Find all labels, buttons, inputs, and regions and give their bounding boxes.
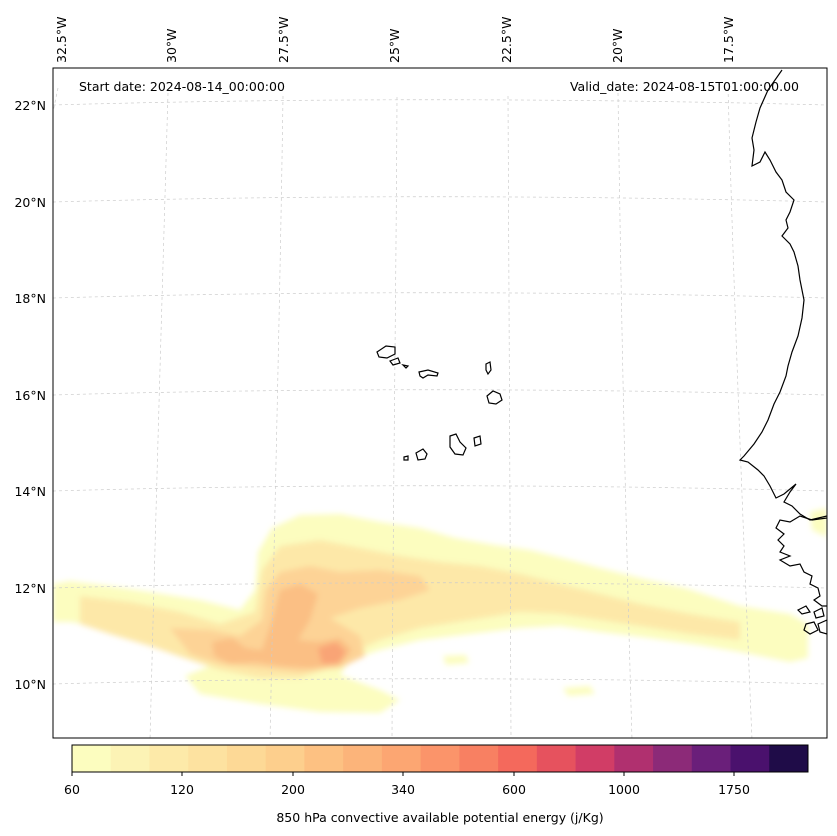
valid-date-label: Valid_date: 2024-08-15T01:00:00.00 (570, 79, 799, 94)
colorbar-cell (110, 745, 150, 772)
lat-label: 20°N (14, 195, 46, 210)
colorbar-cell (730, 745, 770, 772)
cape-region-60-speck2 (443, 655, 469, 665)
lat-label: 12°N (14, 581, 46, 596)
colorbar-tick-label: 340 (391, 782, 415, 797)
lon-label: 30°W (164, 28, 179, 63)
colorbar-cell (304, 745, 344, 772)
cape-field (53, 508, 827, 713)
lon-label: 25°W (387, 28, 402, 63)
colorbar-tick-label: 60 (64, 782, 80, 797)
colorbar: 60 120 200 340 600 1000 1750 850 hPa con… (64, 744, 809, 825)
cape-region-280 (212, 584, 352, 668)
cape-verde-islands (376, 345, 503, 461)
bijagos-island-d (817, 619, 827, 635)
colorbar-tick-label: 600 (502, 782, 526, 797)
colorbar-tick-labels: 60 120 200 340 600 1000 1750 (64, 782, 750, 797)
colorbar-cell (653, 745, 693, 772)
colorbar-cell (536, 745, 577, 772)
bijagos-island-b (813, 607, 825, 619)
lat-label: 10°N (14, 677, 46, 692)
lat-label: 16°N (14, 388, 46, 403)
colorbar-tick-label: 120 (170, 782, 194, 797)
lon-label: 27.5°W (276, 17, 291, 63)
colorbar-cell (459, 745, 499, 772)
africa-coastline-south (775, 515, 827, 607)
boa-vista-island (486, 390, 503, 405)
colorbar-cells (72, 745, 809, 772)
longitude-labels: 32.5°W 30°W 27.5°W 25°W 22.5°W 20°W 17.5… (54, 17, 736, 63)
cape-region-340 (318, 642, 346, 664)
colorbar-cell (226, 745, 267, 772)
map-content (53, 69, 827, 738)
colorbar-title: 850 hPa convective available potential e… (276, 810, 603, 825)
cape-region-60-speck (563, 686, 595, 696)
colorbar-cell (265, 745, 305, 772)
lon-label: 32.5°W (54, 17, 69, 63)
bijagos-island-c (803, 621, 819, 635)
colorbar-tick-label: 1000 (608, 782, 640, 797)
sao-vicente-island (389, 357, 401, 366)
brava-island (403, 455, 409, 461)
lat-label: 14°N (14, 484, 46, 499)
start-date-label: Start date: 2024-08-14_00:00:00 (79, 79, 285, 94)
africa-coastline (738, 69, 827, 521)
colorbar-cell (420, 745, 460, 772)
colorbar-cell (149, 745, 189, 772)
colorbar-cell (72, 745, 112, 772)
santiago-island (449, 433, 467, 456)
colorbar-cell (381, 745, 422, 772)
colorbar-cell (614, 745, 654, 772)
colorbar-cell (188, 745, 228, 772)
lon-label: 17.5°W (721, 17, 736, 63)
colorbar-tick-label: 1750 (718, 782, 750, 797)
sao-nicolau-island (418, 369, 439, 379)
coastlines (738, 69, 827, 635)
colorbar-cell (691, 745, 732, 772)
lat-label: 22°N (14, 98, 46, 113)
cape-region-60-blob (810, 508, 827, 537)
colorbar-cell (343, 745, 383, 772)
colorbar-ticks (71, 772, 735, 776)
bijagos-island-a (796, 605, 811, 615)
lat-label: 18°N (14, 291, 46, 306)
sal-island (485, 361, 492, 376)
santa-luzia-island (401, 364, 410, 369)
colorbar-cell (575, 745, 615, 772)
fogo-island (415, 448, 428, 461)
colorbar-cell (498, 745, 538, 772)
colorbar-frame (71, 744, 809, 773)
lon-label: 20°W (610, 28, 625, 63)
maio-island (473, 435, 482, 447)
latitude-labels: 22°N 20°N 18°N 16°N 14°N 12°N 10°N (14, 98, 46, 692)
graticule (53, 87, 827, 738)
colorbar-tick-label: 200 (281, 782, 305, 797)
map-frame (52, 67, 828, 739)
santo-antao-island (376, 345, 396, 359)
lon-label: 22.5°W (499, 17, 514, 63)
colorbar-cell (769, 745, 809, 772)
